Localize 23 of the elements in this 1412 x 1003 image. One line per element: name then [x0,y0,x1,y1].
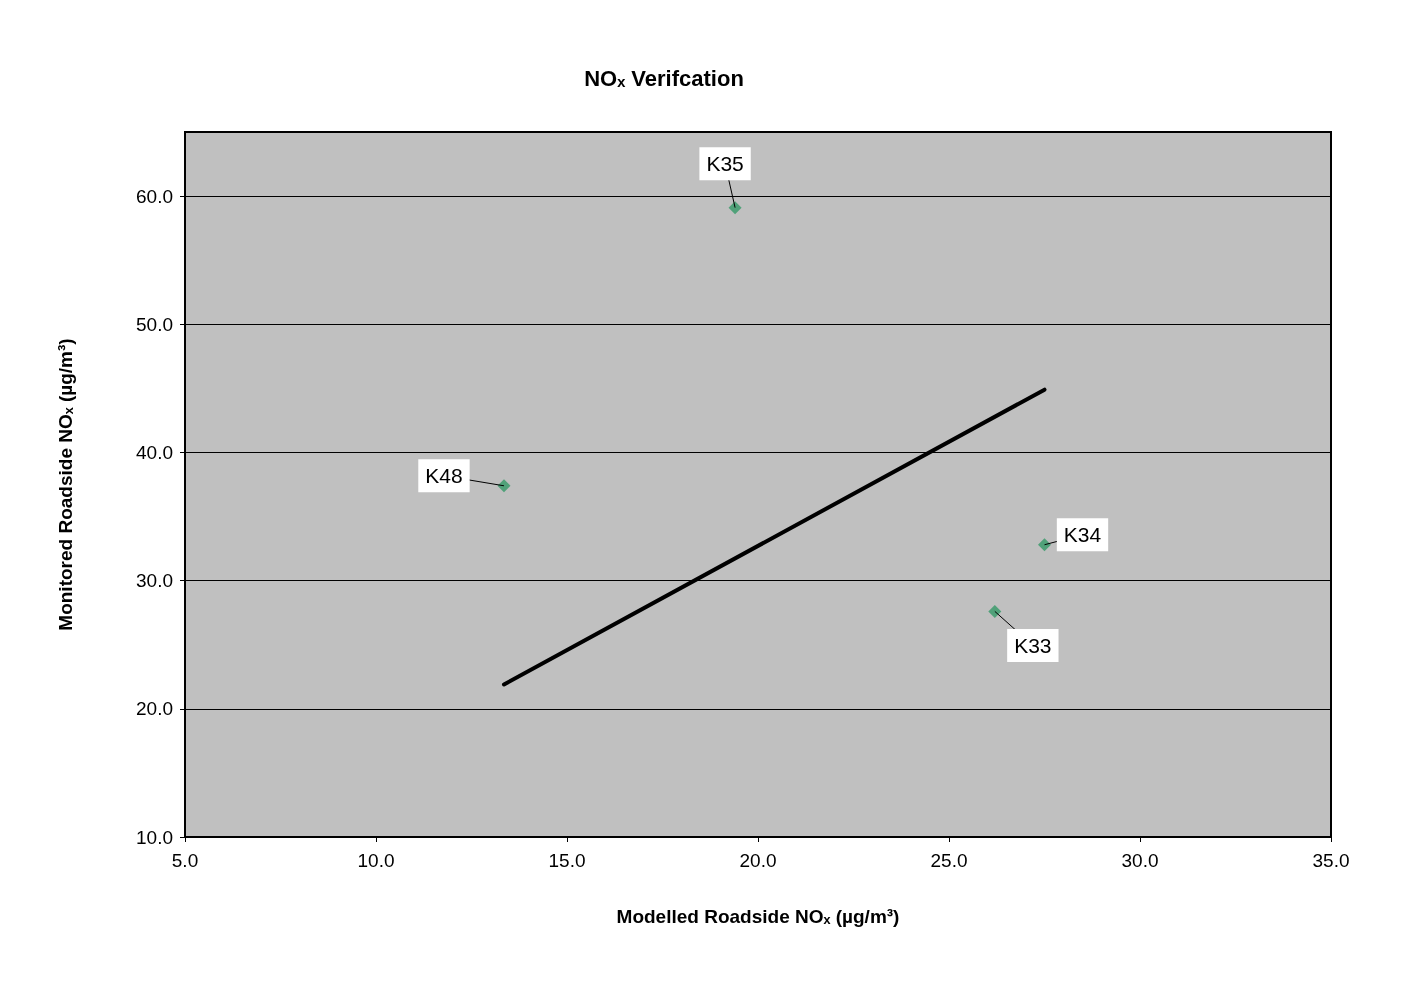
y-tick-label: 10.0 [136,826,173,848]
annotation: K35 [706,152,744,176]
x-tick-label: 25.0 [930,850,968,871]
chart-title: NOₓ Verifcation [584,65,744,91]
y-tick-label: 20.0 [136,698,173,720]
y-axis-title: Monitored Roadside NOₓ (µg/m³) [55,338,76,631]
x-tick-label: 35.0 [1312,850,1350,871]
point [497,479,511,493]
x-tick-label: 10.0 [357,850,395,871]
x-tick-label: 30.0 [1121,850,1159,871]
annotation: K34 [1063,523,1102,547]
point [988,604,1002,618]
y-tick-label: 60.0 [136,185,173,207]
annotation: K48 [425,464,463,488]
point [1038,538,1051,552]
x-tick-label: 5.0 [171,850,199,871]
y-tick-label: 40.0 [136,441,173,463]
y-tick-label: 50.0 [136,313,173,335]
x-tick-label: 20.0 [739,850,777,871]
y-tick-label: 30.0 [136,570,173,592]
annotation: K33 [1014,633,1052,657]
x-axis-title: Modelled Roadside NOₓ (µg/m³) [616,906,900,927]
x-tick-label: 15.0 [548,850,586,871]
